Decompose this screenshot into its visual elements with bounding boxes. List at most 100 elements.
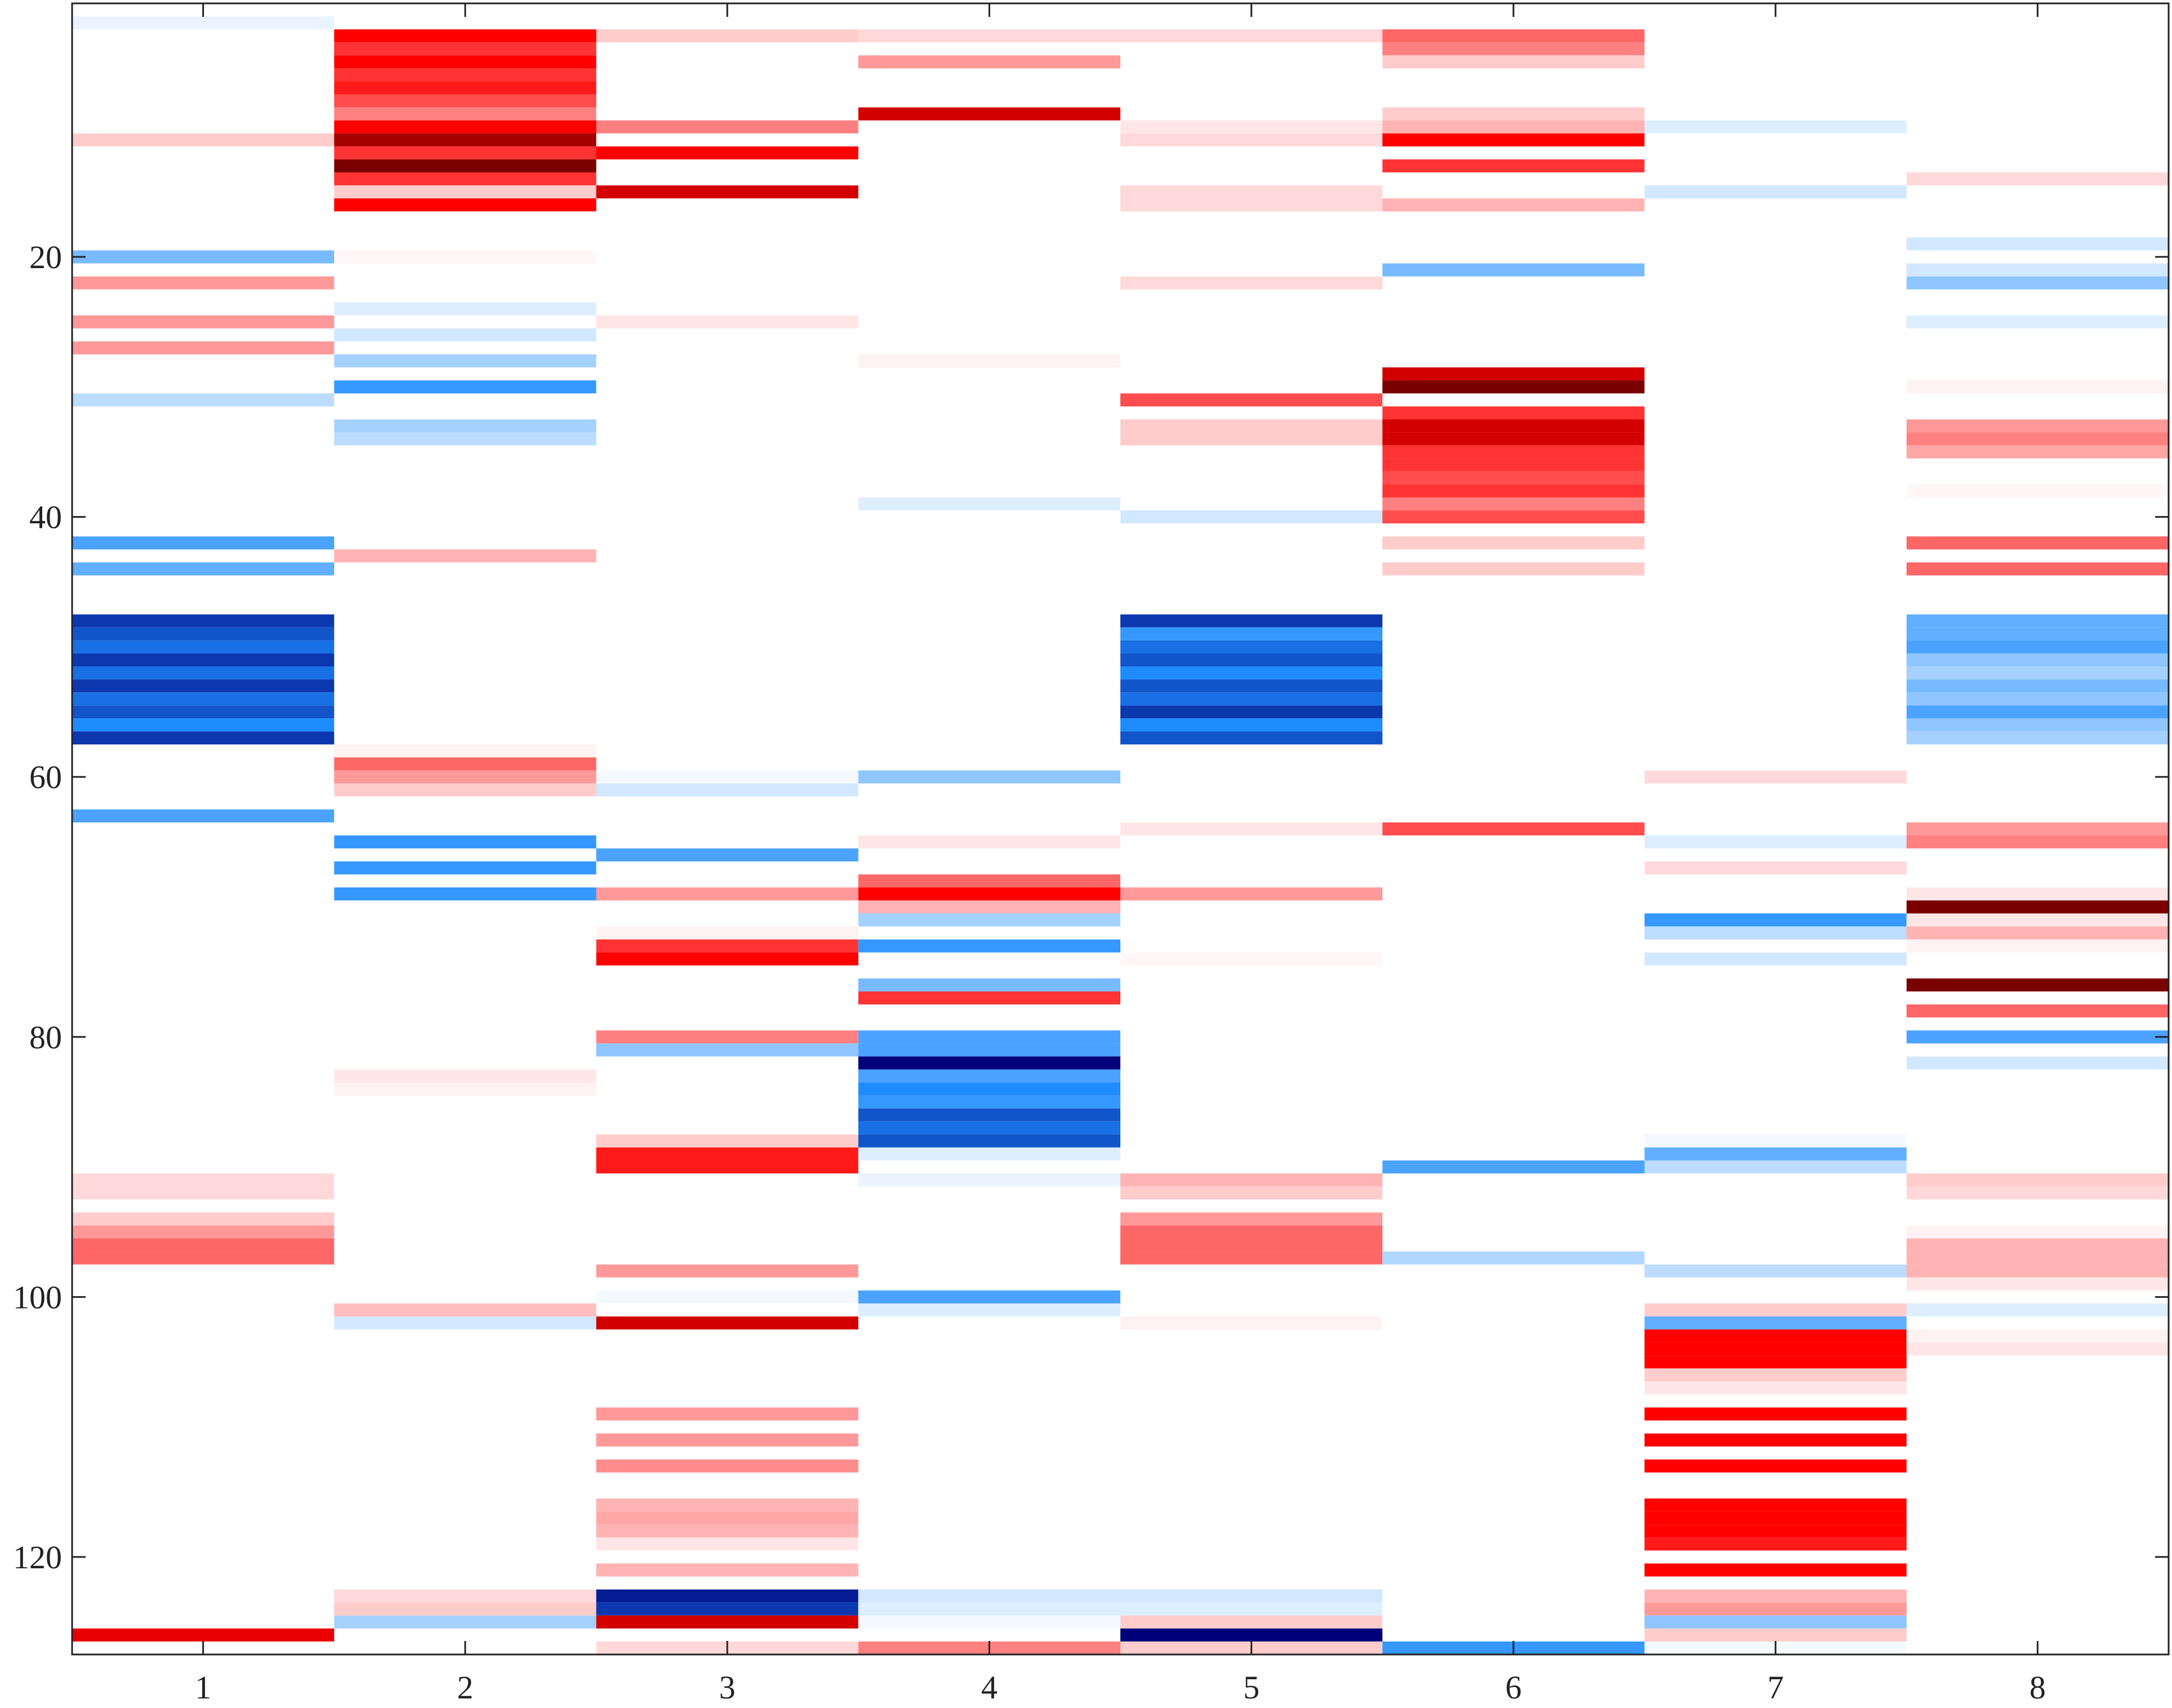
heatmap-cell xyxy=(334,887,597,901)
heatmap-cell xyxy=(596,146,858,159)
heatmap-cells xyxy=(72,16,2169,1654)
heatmap-cell xyxy=(596,1459,858,1473)
heatmap-cell xyxy=(1644,1329,1907,1343)
heatmap-cell xyxy=(1906,562,2169,576)
heatmap-cell xyxy=(1906,640,2169,653)
heatmap-cell xyxy=(1644,1498,1907,1512)
x-tick-label: 4 xyxy=(981,1669,998,1706)
heatmap-cell xyxy=(1382,55,1645,69)
heatmap-cell xyxy=(858,900,1120,914)
heatmap-cell xyxy=(858,55,1120,69)
heatmap-cell xyxy=(72,1212,335,1226)
heatmap-cell xyxy=(1382,42,1645,56)
x-tick-label: 3 xyxy=(719,1669,736,1706)
heatmap-cell xyxy=(334,55,597,69)
heatmap-cell xyxy=(1382,120,1645,134)
heatmap-cell xyxy=(72,614,335,628)
heatmap-cell xyxy=(334,757,597,771)
x-axis: 1 2 3 4 5 6 7 8 xyxy=(195,3,2046,1706)
y-axis: 20 40 60 80 100 120 xyxy=(13,239,2169,1576)
x-tick-label: 8 xyxy=(2029,1669,2046,1706)
heatmap-cell xyxy=(1120,653,1383,667)
heatmap-cell xyxy=(1382,107,1645,121)
heatmap-cell xyxy=(1906,978,2169,991)
heatmap-cell xyxy=(1644,1459,1907,1473)
heatmap-cell xyxy=(858,939,1120,953)
heatmap-cell xyxy=(334,770,597,784)
heatmap-cell xyxy=(334,1589,597,1603)
heatmap-cell xyxy=(1906,1173,2169,1187)
heatmap-cell xyxy=(1644,1433,1907,1447)
heatmap-cell xyxy=(1644,1524,1907,1538)
heatmap-cell xyxy=(1906,692,2169,706)
y-tick-label: 80 xyxy=(29,1019,62,1056)
heatmap-cell xyxy=(334,198,597,212)
heatmap-cell xyxy=(596,1407,858,1421)
heatmap-cell xyxy=(858,1082,1120,1096)
heatmap-cell xyxy=(1382,458,1645,472)
heatmap-cell xyxy=(1382,367,1645,381)
x-tick-label: 6 xyxy=(1505,1669,1521,1706)
heatmap-cell xyxy=(858,1043,1120,1057)
heatmap-cell xyxy=(1120,432,1383,446)
heatmap-cell xyxy=(334,146,597,159)
heatmap-cell xyxy=(596,185,858,199)
heatmap-cell xyxy=(1120,692,1383,706)
heatmap-cell xyxy=(858,1108,1120,1122)
heatmap-cell xyxy=(72,16,335,30)
heatmap-cell xyxy=(596,1589,858,1603)
heatmap-cell xyxy=(596,1290,858,1304)
heatmap-cell xyxy=(1906,939,2169,953)
heatmap-cell xyxy=(1382,562,1645,576)
heatmap-cell xyxy=(1644,1134,1907,1147)
heatmap-cell xyxy=(858,770,1120,784)
heatmap-cell xyxy=(1120,1589,1383,1603)
heatmap-cell xyxy=(72,133,335,146)
heatmap-cell xyxy=(1120,1628,1383,1642)
heatmap-cell xyxy=(1906,1030,2169,1044)
heatmap-cell xyxy=(1906,835,2169,849)
heatmap-cell xyxy=(858,978,1120,991)
heatmap-cell xyxy=(596,1043,858,1057)
heatmap-cell xyxy=(72,315,335,328)
heatmap-cell xyxy=(596,770,858,784)
heatmap-cell xyxy=(596,1615,858,1629)
heatmap-cell xyxy=(334,250,597,264)
heatmap-cell xyxy=(1906,627,2169,640)
heatmap-cell xyxy=(596,1433,858,1447)
heatmap-cell xyxy=(596,1160,858,1174)
heatmap-cell xyxy=(72,1173,335,1187)
heatmap-cell xyxy=(1906,1004,2169,1018)
heatmap-cell xyxy=(1120,393,1383,407)
heatmap-cell xyxy=(1644,1602,1907,1616)
heatmap-cell xyxy=(1120,679,1383,693)
heatmap-cell xyxy=(1906,913,2169,927)
heatmap-cell xyxy=(1644,913,1907,927)
heatmap-cell xyxy=(596,1498,858,1512)
heatmap-cell xyxy=(1644,1342,1907,1356)
heatmap-cell xyxy=(334,133,597,146)
heatmap-cell xyxy=(1382,822,1645,836)
heatmap-cell xyxy=(334,42,597,56)
heatmap-cell xyxy=(1644,1537,1907,1551)
heatmap-cell xyxy=(858,1147,1120,1161)
heatmap-cell xyxy=(1906,1056,2169,1070)
heatmap-cell xyxy=(858,1121,1120,1135)
heatmap-cell xyxy=(334,172,597,186)
heatmap-cell xyxy=(858,874,1120,888)
heatmap-cell xyxy=(72,653,335,667)
heatmap-cell xyxy=(72,341,335,355)
heatmap-cell xyxy=(334,328,597,342)
heatmap-cell xyxy=(1120,1212,1383,1226)
heatmap-cell xyxy=(1906,1277,2169,1291)
x-tick-label: 1 xyxy=(195,1669,211,1706)
heatmap-cell xyxy=(1906,1342,2169,1356)
heatmap-cell xyxy=(1382,198,1645,212)
heatmap-cell xyxy=(1120,1615,1383,1629)
heatmap-cell xyxy=(1120,1316,1383,1330)
heatmap-cell xyxy=(1382,159,1645,173)
heatmap-cell xyxy=(72,393,335,407)
heatmap-cell xyxy=(334,744,597,758)
heatmap-cell xyxy=(596,1264,858,1278)
heatmap-cell xyxy=(1120,133,1383,146)
